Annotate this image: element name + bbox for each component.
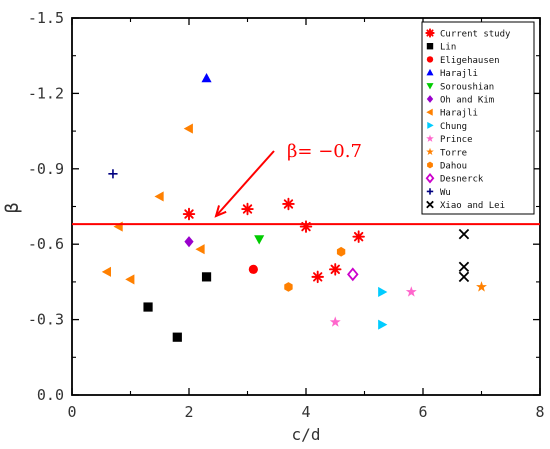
legend-box [421,21,535,215]
legend-marker-8 [426,134,434,142]
legend-label-8: Prince [440,135,473,145]
legend-marker-5 [426,95,434,103]
data-point-prince-8-1 [405,286,417,297]
legend-marker-1 [426,43,434,50]
data-point-harajli-6-0 [101,266,112,277]
legend-marker-2 [426,56,434,63]
y-tick-label: -0.3 [28,311,64,329]
legend-label-6: Harajli [440,109,478,119]
legend-marker-9 [426,147,434,156]
legend-marker-3 [426,68,434,76]
data-point-wu-12-0 [108,169,118,179]
points-layer [101,73,487,342]
data-point-chung-7-0 [378,286,388,298]
data-point-current-study-0-5 [329,263,342,276]
legend-marker-6 [426,108,433,116]
legend-marker-13 [426,200,434,209]
x-tick-label: 0 [67,403,76,421]
data-point-dahou-10-0 [284,282,293,292]
legend-label-7: Chung [440,122,467,132]
legend-label-9: Torre [440,148,467,158]
data-point-eligehausen-2-0 [248,264,258,274]
data-point-dahou-10-1 [336,246,346,257]
data-point-soroushian-4-0 [254,235,265,245]
data-point-current-study-0-4 [311,270,324,284]
legend-marker-7 [427,121,434,129]
ticks-layer: 0 2 4 6 8 0.0 -0.3 -0.6 -0.9 -1.2 -1.5 [28,9,545,421]
data-point-current-study-0-6 [352,230,365,243]
data-point-lin-1-2 [201,272,212,282]
x-tick-label: 4 [301,403,310,421]
legend-marker-0 [425,28,435,38]
data-point-torre-9-0 [476,281,487,292]
legend-marker-11 [425,172,435,184]
x-axis-label: c/d [292,425,321,444]
annotation-arrow-shaft [215,150,275,217]
y-tick-label: -1.2 [28,84,64,102]
legend-label-11: Desnerck [440,175,484,185]
y-axis-label: β [2,203,23,214]
reference-layer: β= −0.7 [72,141,540,226]
legend-label-2: Eligehausen [440,56,500,66]
data-point-harajli-6-3 [154,191,164,202]
data-point-current-study-0-3 [299,220,313,233]
legend-label-1: Lin [440,43,456,53]
y-tick-label: -0.9 [28,160,64,178]
legend: Current study Lin Eligehausen Harajli Sorous… [421,21,535,215]
data-point-prince-8-0 [329,316,341,327]
data-point-current-study-0-2 [282,197,295,211]
data-point-current-study-0-1 [241,202,254,216]
legend-label-0: Current study [440,30,511,40]
annotation-arrow-head [214,205,227,218]
data-point-lin-1-1 [172,332,182,342]
data-point-harajli-3-0 [201,73,212,83]
data-point-lin-1-0 [143,302,153,312]
data-point-current-study-0-0 [182,207,196,221]
reference-annotation: β= −0.7 [287,141,362,162]
x-tick-label: 8 [535,403,544,421]
data-point-harajli-6-2 [125,274,135,285]
y-tick-label: 0.0 [37,386,64,404]
legend-label-3: Harajli [440,69,478,79]
x-tick-label: 6 [418,403,427,421]
x-tick-label: 2 [184,403,193,421]
data-point-oh-and-kim-5-0 [184,236,194,248]
legend-label-5: Oh and Kim [440,96,494,106]
legend-marker-12 [426,188,434,195]
data-point-chung-7-1 [378,319,388,330]
legend-label-4: Soroushian [440,82,494,92]
legend-marker-10 [427,161,433,169]
data-point-xiao-and-lei-13-0 [458,228,470,240]
data-point-desnerck-11-0 [347,267,359,282]
data-point-harajli-6-4 [183,123,193,134]
data-point-xiao-and-lei-13-1 [458,261,470,273]
data-point-harajli-6-5 [195,244,205,255]
y-tick-label: -0.6 [28,235,64,253]
legend-label-10: Dahou [440,162,467,172]
data-point-xiao-and-lei-13-2 [458,271,470,283]
legend-marker-4 [426,83,434,90]
y-tick-label: -1.5 [28,9,64,27]
legend-label-13: Xiao and Lei [440,201,505,211]
legend-label-12: Wu [440,188,451,198]
